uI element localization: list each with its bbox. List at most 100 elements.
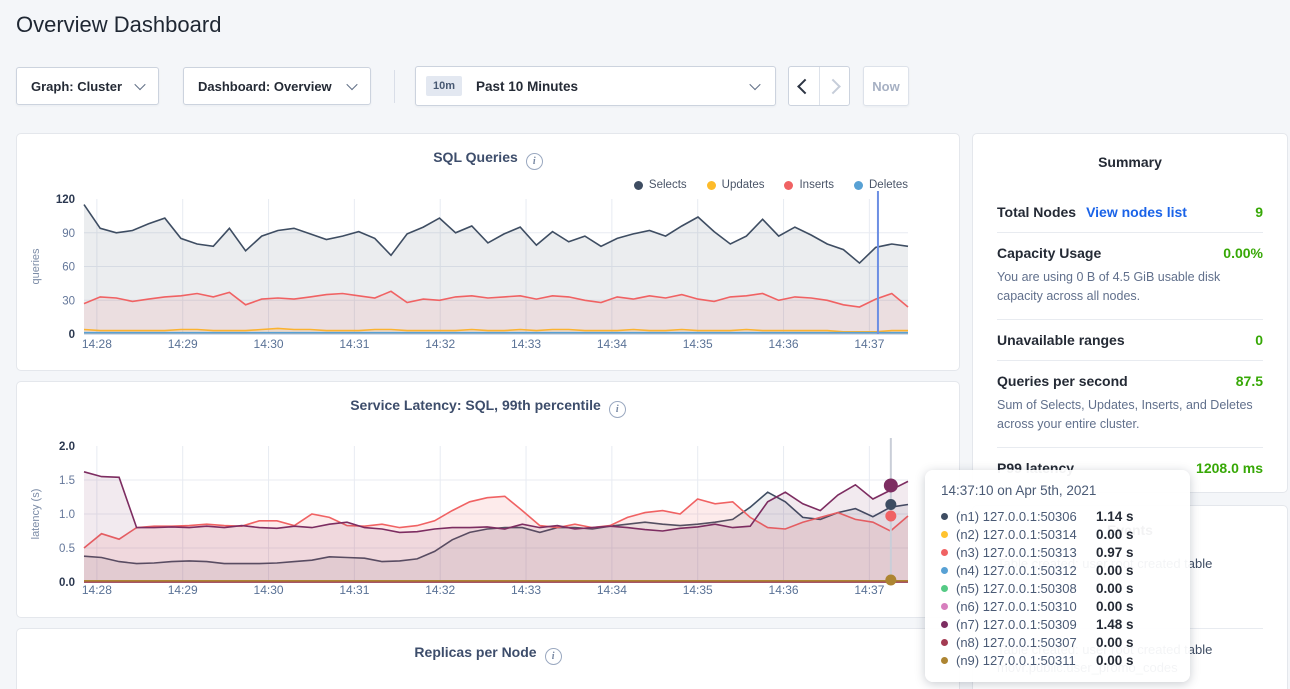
svg-text:14:35: 14:35 — [683, 337, 713, 351]
svg-text:14:30: 14:30 — [254, 583, 284, 597]
svg-text:1.5: 1.5 — [59, 475, 75, 487]
tooltip-node-label: (n2) 127.0.0.1:50314 — [956, 527, 1096, 542]
chart-title-text: Replicas per Node — [414, 644, 536, 660]
toolbar-divider — [394, 70, 395, 103]
svg-text:14:33: 14:33 — [511, 337, 541, 351]
graph-scope-dropdown-label: Graph: Cluster — [31, 79, 122, 94]
tooltip-node-value: 0.00 s — [1096, 653, 1134, 668]
tooltip-node-label: (n9) 127.0.0.1:50311 — [956, 653, 1096, 668]
tooltip-row: (n5) 127.0.0.1:503080.00 s — [941, 579, 1174, 597]
svg-text:14:36: 14:36 — [769, 583, 799, 597]
sql-queries-chart[interactable]: 14:2814:2914:3014:3114:3214:3314:3414:35… — [17, 134, 961, 372]
time-range-badge: 10m — [426, 76, 462, 96]
replicas-per-node-title: Replicas per Node i — [17, 644, 959, 665]
svg-text:latency (s): latency (s) — [30, 489, 42, 540]
capacity-usage-label: Capacity Usage — [997, 245, 1101, 261]
page-title: Overview Dashboard — [16, 12, 221, 38]
series-dot — [941, 603, 948, 610]
svg-text:14:29: 14:29 — [168, 583, 198, 597]
svg-text:120: 120 — [56, 194, 75, 206]
svg-text:0.5: 0.5 — [59, 543, 75, 555]
unavailable-ranges-value: 0 — [1255, 332, 1263, 348]
queries-per-second-value: 87.5 — [1236, 373, 1263, 389]
summary-item-total-nodes: Total Nodes View nodes list 9 — [997, 192, 1263, 232]
series-dot — [941, 549, 948, 556]
tooltip-row: (n8) 127.0.0.1:503070.00 s — [941, 633, 1174, 651]
tooltip-node-value: 1.14 s — [1096, 509, 1134, 524]
svg-text:14:34: 14:34 — [597, 583, 627, 597]
tooltip-node-label: (n4) 127.0.0.1:50312 — [956, 563, 1096, 578]
svg-text:60: 60 — [62, 262, 75, 274]
tooltip-row: (n1) 127.0.0.1:503061.14 s — [941, 507, 1174, 525]
overview-dashboard-page: Overview Dashboard Graph: Cluster Dashbo… — [0, 0, 1290, 689]
tooltip-row: (n3) 127.0.0.1:503130.97 s — [941, 543, 1174, 561]
tooltip-row: (n6) 127.0.0.1:503100.00 s — [941, 597, 1174, 615]
queries-per-second-label: Queries per second — [997, 373, 1128, 389]
now-button-label: Now — [872, 79, 899, 94]
summary-item-queries-per-second: Queries per second 87.5 Sum of Selects, … — [997, 360, 1263, 447]
svg-text:14:28: 14:28 — [82, 583, 112, 597]
service-latency-panel: Service Latency: SQL, 99th percentilei 1… — [16, 381, 960, 618]
dashboard-dropdown-label: Dashboard: Overview — [198, 79, 332, 94]
dashboard-dropdown[interactable]: Dashboard: Overview — [183, 67, 371, 105]
summary-item-unavailable-ranges: Unavailable ranges 0 — [997, 319, 1263, 360]
chevron-right-icon — [825, 78, 841, 94]
replicas-per-node-panel: Replicas per Node i — [16, 628, 960, 689]
svg-text:14:28: 14:28 — [82, 337, 112, 351]
chevron-down-icon — [749, 79, 760, 90]
series-dot — [941, 657, 948, 664]
series-dot — [941, 621, 948, 628]
series-dot — [941, 585, 948, 592]
svg-text:14:32: 14:32 — [425, 337, 455, 351]
svg-text:30: 30 — [62, 295, 75, 307]
tooltip-row: (n9) 127.0.0.1:503110.00 s — [941, 651, 1174, 669]
time-next-button[interactable] — [819, 67, 850, 105]
svg-text:14:32: 14:32 — [425, 583, 455, 597]
svg-text:14:34: 14:34 — [597, 337, 627, 351]
summary-item-capacity-usage: Capacity Usage 0.00% You are using 0 B o… — [997, 232, 1263, 319]
tooltip-node-value: 0.00 s — [1096, 563, 1134, 578]
tooltip-node-value: 0.00 s — [1096, 527, 1134, 542]
time-range-label: Past 10 Minutes — [476, 79, 751, 94]
tooltip-rows: (n1) 127.0.0.1:503061.14 s (n2) 127.0.0.1… — [941, 507, 1174, 669]
svg-text:queries: queries — [30, 248, 42, 285]
tooltip-node-label: (n8) 127.0.0.1:50307 — [956, 635, 1096, 650]
info-icon[interactable]: i — [545, 648, 562, 665]
tooltip-node-value: 0.00 s — [1096, 581, 1134, 596]
tooltip-node-label: (n7) 127.0.0.1:50309 — [956, 617, 1096, 632]
svg-text:14:30: 14:30 — [254, 337, 284, 351]
total-nodes-value: 9 — [1255, 204, 1263, 220]
service-latency-chart[interactable]: 14:2814:2914:3014:3114:3214:3314:3414:35… — [17, 382, 961, 619]
tooltip-node-value: 1.48 s — [1096, 617, 1134, 632]
tooltip-node-value: 0.00 s — [1096, 635, 1134, 650]
svg-text:2.0: 2.0 — [59, 441, 75, 453]
graph-scope-dropdown[interactable]: Graph: Cluster — [16, 67, 159, 105]
view-nodes-list-link[interactable]: View nodes list — [1086, 204, 1187, 220]
capacity-usage-value: 0.00% — [1223, 245, 1263, 261]
svg-text:14:31: 14:31 — [339, 337, 369, 351]
tooltip-node-value: 0.97 s — [1096, 545, 1134, 560]
tooltip-node-value: 0.00 s — [1096, 599, 1134, 614]
tooltip-row: (n7) 127.0.0.1:503091.48 s — [941, 615, 1174, 633]
svg-text:14:31: 14:31 — [339, 583, 369, 597]
svg-text:90: 90 — [62, 228, 75, 240]
time-prev-button[interactable] — [789, 67, 819, 105]
tooltip-node-label: (n6) 127.0.0.1:50310 — [956, 599, 1096, 614]
svg-text:14:37: 14:37 — [854, 337, 884, 351]
svg-text:0.0: 0.0 — [59, 577, 75, 589]
series-dot — [941, 513, 948, 520]
svg-text:1.0: 1.0 — [59, 509, 75, 521]
now-button[interactable]: Now — [863, 66, 909, 106]
summary-title: Summary — [997, 154, 1263, 170]
p99-latency-value: 1208.0 ms — [1196, 460, 1263, 476]
svg-text:14:36: 14:36 — [769, 337, 799, 351]
svg-text:0: 0 — [69, 329, 75, 341]
unavailable-ranges-label: Unavailable ranges — [997, 332, 1125, 348]
time-nav-group — [788, 66, 850, 106]
tooltip-node-label: (n5) 127.0.0.1:50308 — [956, 581, 1096, 596]
sql-queries-panel: SQL Queriesi SelectsUpdatesInsertsDelete… — [16, 133, 960, 371]
queries-per-second-description: Sum of Selects, Updates, Inserts, and De… — [997, 396, 1263, 435]
time-range-picker[interactable]: 10m Past 10 Minutes — [415, 66, 776, 106]
svg-text:14:33: 14:33 — [511, 583, 541, 597]
chevron-down-icon — [346, 79, 357, 90]
